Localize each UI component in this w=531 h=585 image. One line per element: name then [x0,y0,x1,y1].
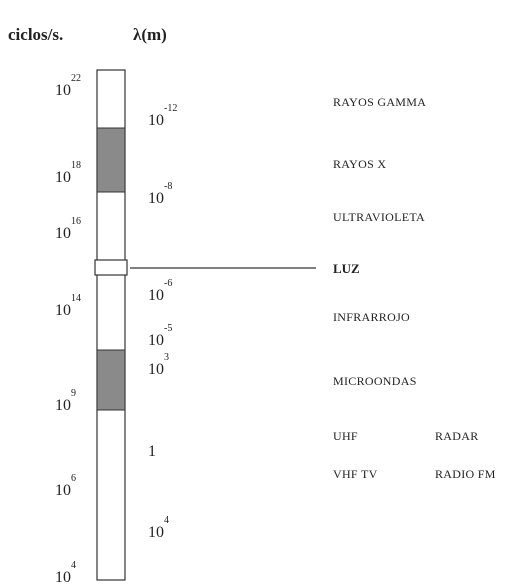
power-base: 10 [148,524,164,541]
power-exponent: 9 [71,388,76,399]
power-base: 10 [55,169,71,186]
region-label: MICROONDAS [333,374,417,388]
wavelength-header: λ(m) [133,25,167,44]
power-label: 104 [148,515,169,541]
microwave-band [96,349,126,411]
region-label: UHF [333,429,358,443]
power-exponent: 3 [164,352,169,363]
region-label: ULTRAVIOLETA [333,210,425,224]
power-exponent: -8 [164,181,172,192]
power-base: 10 [148,361,164,378]
region-label: RAYOS X [333,157,386,171]
power-exponent: 18 [71,160,81,171]
power-exponent: 6 [71,473,76,484]
power-label: 1022 [55,73,81,99]
power-base: 10 [148,287,164,304]
power-label: 1018 [55,160,81,186]
power-base: 10 [55,225,71,242]
power-label: 1 [148,443,156,460]
power-base: 10 [55,482,71,499]
power-label: 109 [55,388,76,414]
power-base: 10 [55,569,71,585]
power-exponent: 16 [71,216,81,227]
power-label: 10-8 [148,181,172,207]
power-exponent: -12 [164,103,177,114]
region-label: RAYOS GAMMA [333,95,426,109]
light-band [94,259,128,276]
frequency-header: ciclos/s. [8,25,63,44]
region-label: RADAR [435,429,479,443]
power-label: 103 [148,352,169,378]
power-exponent: -6 [164,278,172,289]
region-label: RADIO FM [435,467,496,481]
power-exponent: 14 [71,293,81,304]
power-label: 10-6 [148,278,172,304]
x-ray-band [96,127,126,193]
power-label: 106 [55,473,76,499]
region-label: INFRARROJO [333,310,410,324]
power-exponent: 4 [164,515,169,526]
power-label: 1014 [55,293,81,319]
power-base: 10 [148,112,164,129]
power-label: 10-5 [148,323,172,349]
power-base: 10 [148,190,164,207]
region-label: VHF TV [333,467,378,481]
power-base: 10 [148,332,164,349]
power-base: 10 [55,397,71,414]
power-label: 10-12 [148,103,177,129]
power-base: 10 [55,82,71,99]
power-exponent: 22 [71,73,81,84]
power-base: 1 [148,443,156,460]
power-label: 104 [55,560,76,585]
power-exponent: 4 [71,560,76,571]
region-label: LUZ [333,261,360,276]
power-base: 10 [55,302,71,319]
power-label: 1016 [55,216,81,242]
power-exponent: -5 [164,323,172,334]
